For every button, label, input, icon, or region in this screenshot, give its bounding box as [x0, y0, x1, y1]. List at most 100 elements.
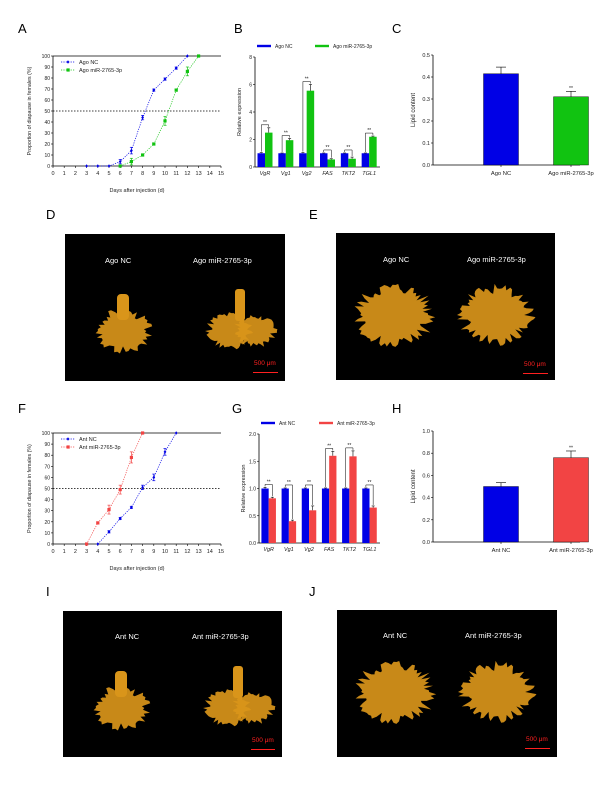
y-tick-label: 0.5: [249, 514, 256, 520]
data-point: [197, 54, 201, 58]
panel-letter-j: J: [309, 584, 316, 599]
y-tick-label: 40: [44, 498, 50, 504]
significance-mark: **: [267, 479, 271, 485]
panel-letter-f: F: [18, 401, 26, 416]
ovary-left-lobe: [93, 685, 151, 731]
y-tick-label: 0.2: [422, 518, 430, 524]
data-point: [96, 164, 100, 168]
scale-bar-label: 500 μm: [252, 737, 274, 744]
x-tick-label: 14: [207, 171, 213, 177]
y-tick-label: 2.0: [249, 432, 256, 438]
significance-bracket: [302, 81, 311, 152]
bar-ant: [268, 498, 276, 543]
y-tick-label: 90: [44, 442, 50, 448]
significance-mark: **: [326, 145, 330, 151]
chart-b-expression-bar: 0 2 4 6 8 Relative expression ** VgR ** Vg1 ** Vg2 *…: [237, 44, 380, 177]
y-tick-label: 10: [44, 153, 50, 159]
bar-ago: [285, 140, 294, 167]
chart-a-diapause-line: 0 1 2 3 4 5 6 7 8 9 10 11 12 13 14 15010203040506070809…: [27, 54, 224, 194]
x-tick-label: 9: [152, 549, 155, 555]
x-tick-label: 7: [130, 549, 133, 555]
tissue-image: [354, 283, 536, 347]
x-tick-label: 2: [74, 549, 77, 555]
photo-label-right: Ago miR-2765-3p: [467, 255, 526, 264]
data-point: [141, 115, 144, 120]
x-tick-label: TGL1: [363, 547, 377, 553]
x-tick-label: 8: [141, 549, 144, 555]
data-point: [163, 77, 167, 81]
legend-swatch: [319, 421, 333, 425]
y-tick-label: 20: [44, 520, 50, 526]
y-tick-label: 0.1: [422, 141, 430, 147]
x-tick-label: 12: [184, 171, 190, 177]
data-point: [130, 505, 133, 510]
fat-body-left: [354, 284, 436, 347]
x-tick-label: 3: [85, 171, 88, 177]
bar-ago: [553, 96, 589, 166]
series-line-1: [120, 55, 199, 167]
data-point: [130, 148, 133, 153]
photo-label-right: Ant miR-2765-3p: [192, 632, 249, 641]
y-tick-label: 8: [249, 55, 252, 61]
data-point: [152, 475, 156, 480]
data-point: [163, 119, 167, 123]
y-tick-label: 60: [44, 98, 50, 104]
scale-bar: [253, 372, 278, 373]
data-point: [185, 69, 189, 73]
bar-ant: [309, 510, 317, 543]
bar-ago: [327, 159, 335, 167]
y-tick-label: 0.4: [422, 75, 430, 81]
x-tick-label: VgR: [263, 547, 274, 553]
x-tick-label: TKT2: [342, 171, 355, 177]
x-axis-label: Days after injection (d): [109, 188, 164, 194]
chart-h-lipid-bar: 0.0 0.2 0.4 0.6 0.8 1.0 Lipid content Ant NC ** A…: [411, 429, 593, 554]
photo-label-left: Ant NC: [383, 631, 408, 640]
y-tick-label: 0.5: [422, 53, 430, 59]
x-tick-label: 11: [173, 549, 179, 555]
tissue-image: [93, 666, 276, 731]
photo-e-fat-body: Ago NC Ago miR-2765-3p 500 μm: [336, 233, 555, 380]
bar-nc: [257, 153, 265, 167]
data-point: [163, 450, 167, 454]
scale-bar-label: 500 μm: [524, 361, 546, 368]
photo-label-left: Ant NC: [115, 632, 140, 641]
significance-mark: **: [263, 120, 267, 126]
x-tick-label: 0: [51, 549, 54, 555]
bar-nc: [483, 73, 519, 166]
y-tick-label: 50: [44, 487, 50, 493]
oviduct-left: [115, 671, 127, 697]
y-tick-label: 10: [44, 531, 50, 537]
x-tick-label: 13: [196, 549, 202, 555]
significance-mark: **: [367, 128, 371, 134]
x-tick-label: Ago miR-2765-3p: [548, 171, 593, 177]
data-point: [96, 542, 100, 546]
data-point: [118, 164, 122, 168]
bar-ago: [306, 90, 315, 167]
significance-bracket: [325, 448, 334, 487]
x-tick-label: 2: [74, 171, 77, 177]
data-point: [107, 507, 111, 512]
tissue-image: [355, 660, 537, 724]
photo-j-fat-body: Ant NC Ant miR-2765-3p 500 μm: [337, 610, 557, 757]
y-tick-label: 0.3: [422, 97, 430, 103]
bar-nc: [362, 488, 370, 543]
y-tick-label: 80: [44, 453, 50, 459]
data-point: [118, 159, 122, 164]
bar-nc: [321, 488, 330, 543]
legend-label: Ant miR-2765-3p: [79, 445, 121, 451]
panel-letter-d: D: [46, 207, 56, 222]
scale-bar: [523, 373, 548, 374]
fat-body-left: [355, 661, 437, 724]
x-tick-label: 8: [141, 171, 144, 177]
significance-mark: **: [287, 480, 291, 486]
data-point: [174, 88, 178, 92]
data-point: [152, 142, 156, 146]
data-point: [96, 521, 100, 525]
x-tick-label: 11: [173, 171, 179, 177]
legend-marker: [66, 437, 70, 441]
ovary-right-lobe-b: [234, 315, 278, 347]
bar-nc: [361, 153, 370, 167]
legend-marker: [66, 60, 70, 64]
x-tick-label: 0: [51, 171, 54, 177]
y-tick-label: 0.2: [422, 119, 430, 125]
